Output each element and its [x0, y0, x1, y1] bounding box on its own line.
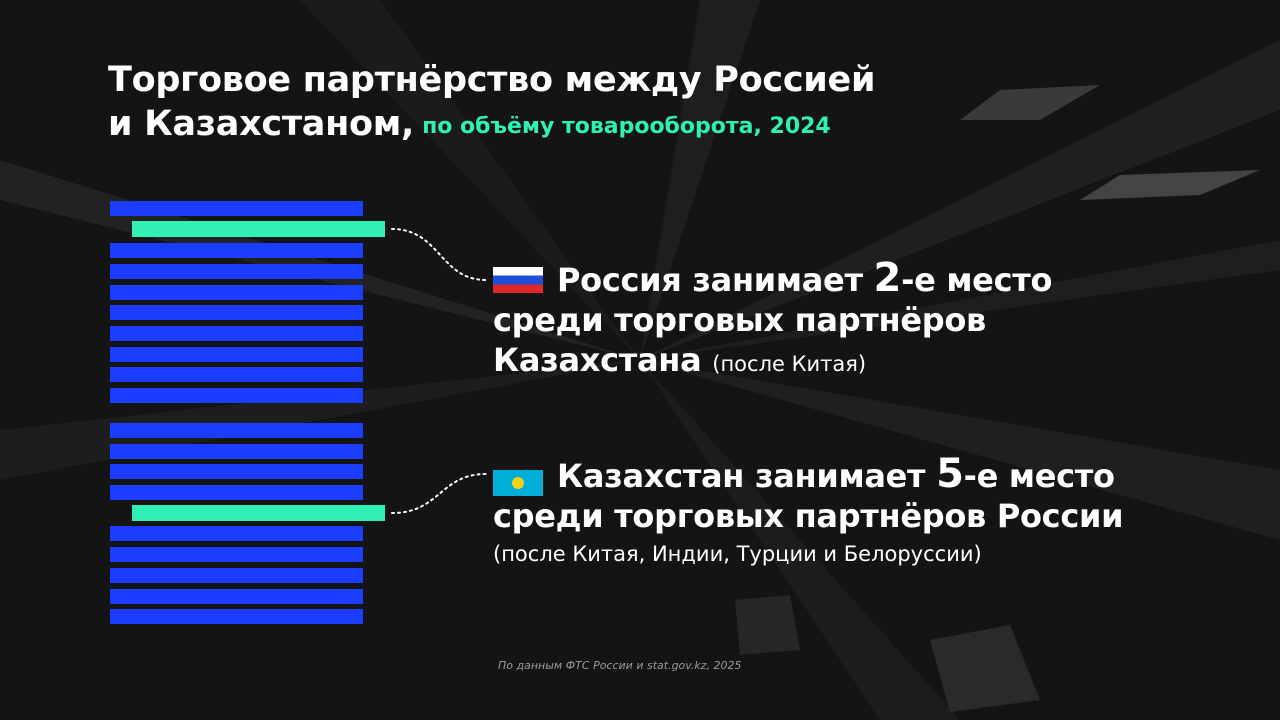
kazakhstan-suffix: -е место [963, 457, 1115, 495]
partner-bar [110, 423, 363, 438]
partner-bar [110, 526, 363, 541]
partner-bars [0, 0, 400, 640]
partner-bar [110, 305, 363, 320]
partner-bar [110, 444, 363, 459]
partner-bar [110, 568, 363, 583]
source-note: По данным ФТС России и stat.gov.kz, 2025 [498, 659, 742, 672]
partner-bar [110, 485, 363, 500]
flag-kazakhstan-icon [493, 470, 543, 496]
title-line-2-text: и Казахстаном, [108, 104, 415, 144]
russia-rank: 2 [873, 255, 902, 301]
partner-bar [110, 243, 363, 258]
flag-russia-icon [493, 267, 543, 293]
title-line-2: и Казахстаном, по объёму товарооборота, 2… [108, 102, 875, 149]
page-title: Торговое партнёрство между Россией и Каз… [108, 58, 875, 149]
partner-bar-kazakhstan [132, 505, 385, 521]
partner-bar [110, 388, 363, 403]
kazakhstan-prefix: Казахстан занимает [557, 457, 937, 495]
partner-bar-russia [132, 221, 385, 237]
kazakhstan-rank: 5 [936, 451, 964, 497]
russia-note: (после Китая) [712, 352, 867, 376]
partner-bar [110, 547, 363, 562]
title-subtitle: по объёму товарооборота, 2024 [422, 114, 831, 139]
partner-bar [110, 464, 363, 479]
kazakhstan-block: Казахстан занимает 5-е место среди торго… [493, 454, 1124, 566]
partner-bar [110, 264, 363, 279]
partner-bar [110, 326, 363, 341]
russia-block: Россия занимает 2-е место среди торговых… [493, 258, 1052, 384]
kazakhstan-note: (после Китая, Индии, Турции и Белоруссии… [493, 542, 982, 566]
partner-bar [110, 367, 363, 382]
partner-bar [110, 347, 363, 362]
connector-russia [391, 228, 487, 281]
partner-bar [110, 589, 363, 604]
russia-heading: Россия занимает 2-е место [493, 258, 1052, 300]
partner-bar [110, 285, 363, 300]
connector-kazakhstan [391, 473, 487, 514]
kazakhstan-heading: Казахстан занимает 5-е место [493, 454, 1123, 496]
russia-suffix: -е место [901, 261, 1053, 299]
russia-line-3: Казахстана (после Китая) [493, 340, 1052, 384]
kazakhstan-line-2: среди торговых партнёров России [493, 497, 1124, 535]
russia-line-3-text: Казахстана [493, 341, 702, 379]
russia-prefix: Россия занимает [557, 261, 874, 299]
partner-bar [110, 609, 363, 624]
partner-bar [110, 201, 363, 216]
title-line-1: Торговое партнёрство между Россией [108, 60, 876, 100]
russia-line-2: среди торговых партнёров [493, 301, 987, 339]
